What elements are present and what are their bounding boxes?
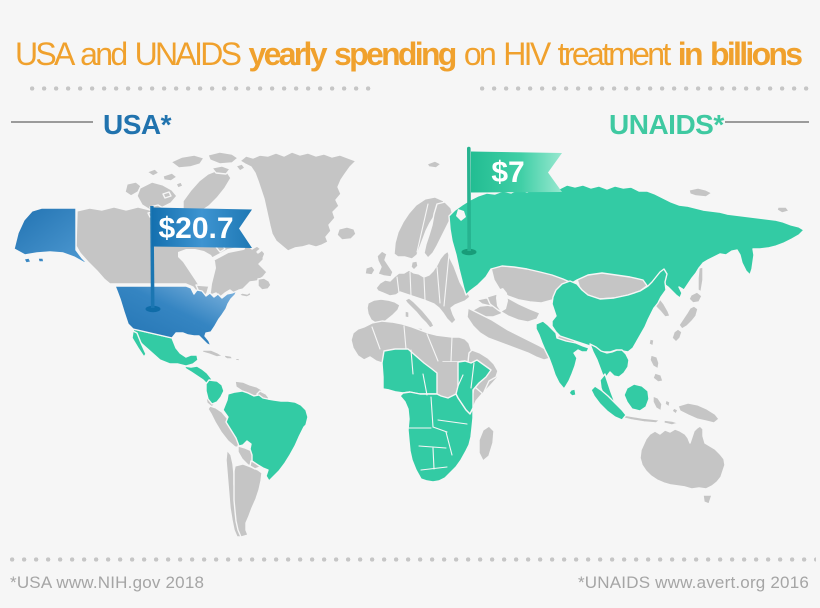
- svg-text:$7: $7: [491, 156, 524, 189]
- svg-text:$20.7: $20.7: [158, 212, 233, 245]
